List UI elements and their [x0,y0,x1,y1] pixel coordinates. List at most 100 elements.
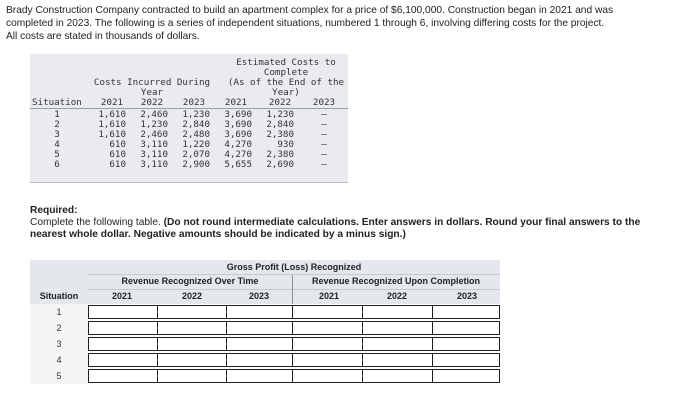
gross-profit-input[interactable] [363,374,432,386]
cost-value: 1,230 [182,109,210,120]
input-cell[interactable] [292,337,363,354]
input-cell[interactable] [157,369,227,386]
gross-profit-input[interactable] [158,326,226,338]
gross-profit-input[interactable] [227,326,292,338]
column-header-year: 2023 [312,97,336,108]
input-cell[interactable] [88,337,158,354]
input-cell[interactable] [362,353,433,370]
input-cell[interactable] [226,353,293,370]
gross-profit-input[interactable] [293,310,362,322]
situation-number: 1 [30,304,88,320]
required-line-1: Complete the following table. (Do not ro… [30,217,640,229]
input-cell[interactable] [226,369,293,386]
input-cell[interactable] [157,353,227,370]
situation-number: 2 [54,119,60,130]
header-estimated-line-2: Complete [263,67,309,78]
cost-value: 2,900 [182,159,210,170]
situation-number: 1 [54,109,60,120]
column-header-year: 2021 [111,291,133,301]
input-cell[interactable] [88,353,158,370]
header-estimated-line-3: (As of the End of the [227,77,345,88]
group-divider [292,275,293,304]
header-incurred-line-1: Costs Incurred During [93,77,211,88]
gross-profit-input[interactable] [293,342,362,354]
input-cell[interactable] [157,337,227,354]
gross-profit-input[interactable] [89,374,157,386]
header-rule [88,289,500,290]
header-incurred-line-2: Year [140,87,164,98]
input-cell[interactable] [432,337,500,354]
input-cell[interactable] [226,305,293,322]
input-cell[interactable] [292,305,363,322]
cost-value: 2,690 [266,159,294,170]
input-cell[interactable] [432,369,500,386]
cost-value: 2,460 [140,109,168,120]
gross-profit-input[interactable] [433,374,499,386]
table-row: 3 [30,336,500,354]
column-header-year: 2022 [268,97,292,108]
gross-profit-input[interactable] [227,374,292,386]
cost-value: 1,230 [266,109,294,120]
answer-table-title: Gross Profit (Loss) Recognized [226,262,362,272]
input-cell[interactable] [226,337,293,354]
input-cell[interactable] [362,305,433,322]
gross-profit-input[interactable] [89,310,157,322]
gross-profit-input[interactable] [293,358,362,370]
input-cell[interactable] [88,369,158,386]
input-cell[interactable] [362,369,433,386]
situation-number: 2 [30,320,88,336]
gross-profit-input[interactable] [227,310,292,322]
cost-value: – [321,159,327,170]
cost-data-table: Estimated Costs to Complete Costs Incurr… [30,54,348,183]
cost-value: 610 [109,159,126,170]
gross-profit-input[interactable] [363,342,432,354]
cost-value: – [321,109,327,120]
cost-value: 930 [277,139,294,150]
gross-profit-input[interactable] [433,358,499,370]
header-rule [88,274,500,275]
gross-profit-input[interactable] [363,310,432,322]
table-row: 4 [30,352,500,370]
column-header-year: 2023 [456,291,478,301]
gross-profit-input[interactable] [158,374,226,386]
input-cell[interactable] [362,321,433,338]
input-cell[interactable] [362,337,433,354]
situation-number: 4 [30,352,88,368]
column-header-year: 2022 [140,97,164,108]
gross-profit-input[interactable] [89,358,157,370]
gross-profit-input[interactable] [227,358,292,370]
input-cell[interactable] [226,321,293,338]
gross-profit-input[interactable] [158,310,226,322]
input-cell[interactable] [88,321,158,338]
situation-number: 6 [54,159,60,170]
gross-profit-input[interactable] [293,374,362,386]
required-line-2: nearest whole dollar. Negative amounts s… [30,229,406,240]
gross-profit-input[interactable] [89,326,157,338]
input-cell[interactable] [432,321,500,338]
input-cell[interactable] [432,353,500,370]
gross-profit-input[interactable] [433,326,499,338]
required-text-plain: Complete the following table. [30,217,164,228]
gross-profit-input[interactable] [158,358,226,370]
input-cell[interactable] [292,321,363,338]
input-cell[interactable] [292,369,363,386]
gross-profit-input[interactable] [433,342,499,354]
situation-number: 3 [54,129,60,140]
situation-number: 5 [54,149,60,160]
intro-line-3: All costs are stated in thousands of dol… [6,31,200,42]
cost-value: 3,110 [140,159,168,170]
input-cell[interactable] [292,353,363,370]
gross-profit-input[interactable] [363,326,432,338]
input-cell[interactable] [88,305,158,322]
required-heading: Required: [30,205,78,216]
gross-profit-input[interactable] [363,358,432,370]
cost-value: 3,690 [224,129,252,140]
gross-profit-input[interactable] [89,342,157,354]
gross-profit-input[interactable] [158,342,226,354]
input-cell[interactable] [157,321,227,338]
gross-profit-input[interactable] [293,326,362,338]
gross-profit-input[interactable] [227,342,292,354]
gross-profit-input[interactable] [433,310,499,322]
input-cell[interactable] [157,305,227,322]
input-cell[interactable] [432,305,500,322]
